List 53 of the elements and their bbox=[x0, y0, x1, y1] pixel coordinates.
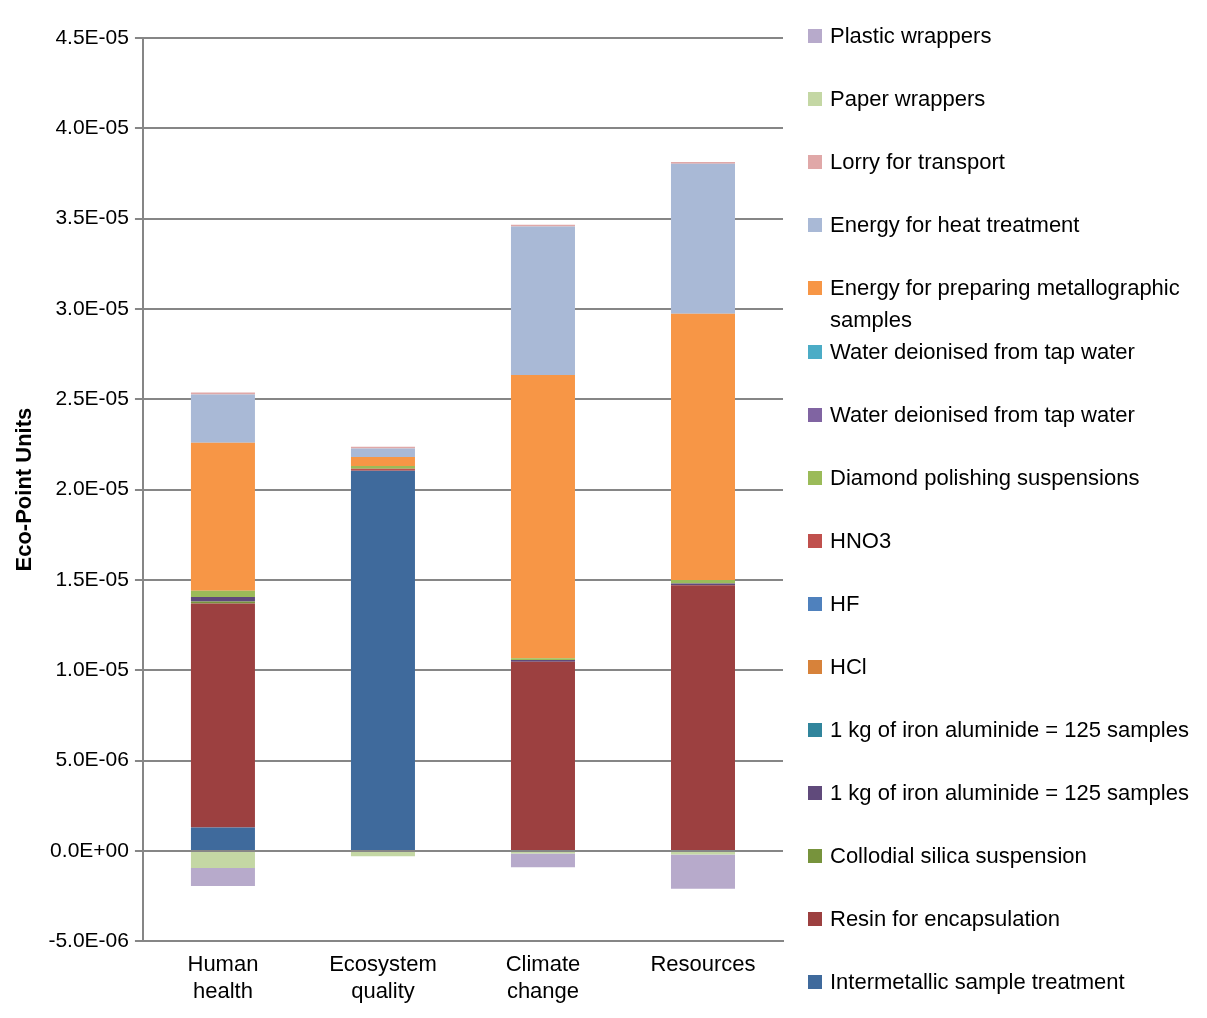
bar bbox=[670, 313, 735, 580]
legend-label: 1 kg of iron aluminide = 125 samples bbox=[830, 779, 1189, 807]
bar bbox=[510, 853, 575, 868]
bar bbox=[190, 442, 255, 591]
legend-label: Water deionised from tap water bbox=[830, 401, 1135, 429]
legend-label: Energy for preparing metallographic samples bbox=[830, 274, 1181, 334]
legend-label: Paper wrappers bbox=[830, 85, 986, 113]
x-tick-label: Human health bbox=[187, 951, 259, 1003]
y-tick-label: 1.5E-05 bbox=[55, 566, 129, 590]
legend-label: Lorry for transport bbox=[830, 148, 1005, 176]
bar bbox=[350, 448, 415, 458]
x-tick-label: Climate change bbox=[505, 951, 581, 1003]
y-tick-label: 0.0E+00 bbox=[50, 837, 129, 861]
bar bbox=[510, 226, 575, 376]
bar bbox=[190, 603, 255, 828]
y-tick-label: -5.0E-06 bbox=[48, 928, 129, 951]
legend-label: 1 kg of iron aluminide = 125 samples bbox=[830, 716, 1189, 744]
bar bbox=[190, 868, 255, 887]
bar bbox=[190, 394, 255, 443]
y-axis-title: Eco-Point Units bbox=[11, 407, 37, 572]
legend-label: Diamond polishing suspensions bbox=[830, 464, 1140, 492]
bar bbox=[190, 827, 255, 850]
legend-label: HCl bbox=[830, 653, 867, 681]
y-tick-label: 2.0E-05 bbox=[55, 476, 129, 500]
legend-label: HNO3 bbox=[830, 527, 892, 555]
x-tick-label: Resources bbox=[650, 951, 756, 977]
bar bbox=[670, 163, 735, 314]
bar bbox=[670, 585, 735, 850]
bar bbox=[510, 375, 575, 659]
y-tick-label: 4.0E-05 bbox=[55, 115, 129, 139]
legend-label: Plastic wrappers bbox=[830, 22, 992, 50]
bar bbox=[350, 470, 415, 850]
legend-label: Water deionised from tap water bbox=[830, 338, 1135, 366]
legend-label: Energy for heat treatment bbox=[830, 211, 1080, 239]
y-tick-label: 2.5E-05 bbox=[55, 386, 129, 410]
bar bbox=[670, 579, 735, 584]
y-tick-label: 3.0E-05 bbox=[55, 295, 129, 319]
bar bbox=[190, 851, 255, 869]
bar bbox=[510, 661, 575, 850]
bar bbox=[670, 854, 735, 889]
x-tick-label: Ecosystem quality bbox=[329, 951, 437, 1003]
y-tick-label: 1.0E-05 bbox=[55, 657, 129, 681]
legend-label: Resin for encapsulation bbox=[830, 905, 1060, 933]
bar bbox=[190, 597, 255, 602]
y-tick-label: 4.5E-05 bbox=[55, 24, 129, 48]
bar bbox=[190, 590, 255, 598]
legend-label: HF bbox=[830, 590, 860, 618]
y-tick-label: 5.0E-06 bbox=[55, 747, 129, 771]
legend-label: Intermetallic sample treatment bbox=[830, 968, 1125, 996]
y-tick-label: 3.5E-05 bbox=[55, 205, 129, 229]
legend-label: Collodial silica suspension bbox=[830, 842, 1087, 870]
bar bbox=[350, 457, 415, 467]
bar bbox=[350, 851, 415, 857]
